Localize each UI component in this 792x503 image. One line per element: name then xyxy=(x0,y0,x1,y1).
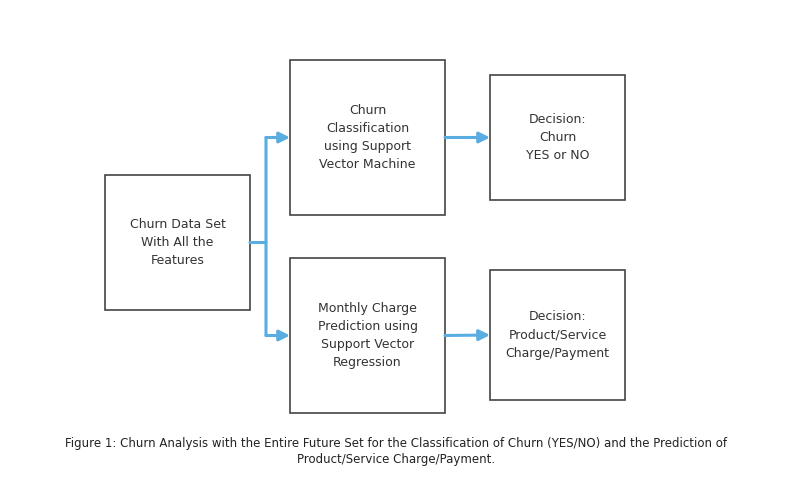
FancyBboxPatch shape xyxy=(290,60,445,215)
FancyBboxPatch shape xyxy=(105,175,250,310)
Text: Churn Data Set
With All the
Features: Churn Data Set With All the Features xyxy=(130,218,226,267)
Text: Product/Service Charge/Payment.: Product/Service Charge/Payment. xyxy=(297,454,495,466)
FancyBboxPatch shape xyxy=(490,75,625,200)
FancyBboxPatch shape xyxy=(490,270,625,400)
Text: Churn
Classification
using Support
Vector Machine: Churn Classification using Support Vecto… xyxy=(319,104,416,171)
Text: Monthly Charge
Prediction using
Support Vector
Regression: Monthly Charge Prediction using Support … xyxy=(318,302,417,369)
Text: Decision:
Churn
YES or NO: Decision: Churn YES or NO xyxy=(526,113,589,162)
FancyBboxPatch shape xyxy=(290,258,445,413)
Text: Decision:
Product/Service
Charge/Payment: Decision: Product/Service Charge/Payment xyxy=(505,310,610,360)
Text: Figure 1: Churn Analysis with the Entire Future Set for the Classification of Ch: Figure 1: Churn Analysis with the Entire… xyxy=(65,437,727,450)
